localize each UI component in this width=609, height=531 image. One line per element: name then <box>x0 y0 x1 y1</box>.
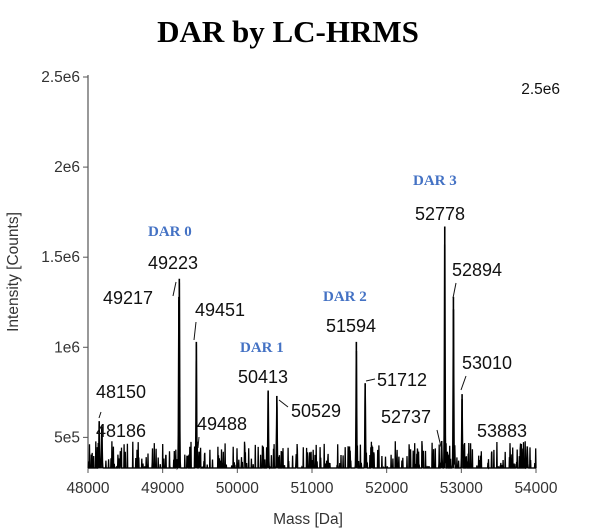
peak-label-52778: 52778 <box>415 204 465 224</box>
x-tick-label: 53000 <box>440 480 483 497</box>
y-tick-label: 2e6 <box>54 159 80 176</box>
peak-label-49217: 49217 <box>103 288 153 308</box>
x-tick-label: 54000 <box>514 480 557 497</box>
x-tick-label: 50000 <box>216 480 259 497</box>
spectrum <box>87 226 537 471</box>
peak-leader-52737 <box>436 429 442 448</box>
peak-leader-52894 <box>452 282 457 299</box>
peak-leader-49451 <box>193 321 197 341</box>
dar-label-dar-3: DAR 3 <box>413 173 457 189</box>
peak-label-53883: 53883 <box>477 421 527 441</box>
peak-leader-50529 <box>278 399 289 408</box>
y-axis-label: Intensity [Counts] <box>5 212 22 332</box>
peak-label-52894: 52894 <box>452 260 502 280</box>
peak-label-51712: 51712 <box>377 370 427 390</box>
peak-label-49488: 49488 <box>197 414 247 434</box>
peak-leader-53010 <box>460 375 467 391</box>
peak-leader-51712 <box>365 378 376 382</box>
peak-label-48186: 48186 <box>96 421 146 441</box>
peak-label-52737: 52737 <box>381 407 431 427</box>
x-tick-label: 49000 <box>141 480 184 497</box>
dar-label-dar-1: DAR 1 <box>240 340 284 356</box>
x-tick-label: 52000 <box>365 480 408 497</box>
x-tick-label: 48000 <box>66 480 109 497</box>
dar-label-dar-2: DAR 2 <box>323 289 367 305</box>
corner-scale-label: 2.5e6 <box>521 81 560 98</box>
peak-label-51594: 51594 <box>326 316 376 336</box>
x-axis-label: Mass [Da] <box>273 511 343 528</box>
axes: 48000 49000 50000 51000 52000 53000 54000 5e5 1e… <box>41 69 558 497</box>
peak-label-48150: 48150 <box>96 382 146 402</box>
y-tick-label: 2.5e6 <box>41 69 80 86</box>
y-tick-label: 1.5e6 <box>41 249 80 266</box>
y-tick-label: 1e6 <box>54 339 80 356</box>
peak-label-49451: 49451 <box>195 300 245 320</box>
x-tick-label: 51000 <box>290 480 333 497</box>
peak-leader-49217 <box>172 281 177 297</box>
y-tick-label: 5e5 <box>54 429 80 446</box>
peak-label-53010: 53010 <box>462 353 512 373</box>
peak-label-49223: 49223 <box>148 253 198 273</box>
peak-label-50413: 50413 <box>238 367 288 387</box>
peak-leader-48150 <box>98 411 102 419</box>
chart-title: DAR by LC-HRMS <box>157 14 419 49</box>
peak-annotations: 48150 48186 49217 49223 49451 49488 5041350529… <box>96 173 527 449</box>
peak-leader-49488 <box>197 436 200 449</box>
peak-label-50529: 50529 <box>291 401 341 421</box>
dar-label-dar-0: DAR 0 <box>148 224 192 240</box>
